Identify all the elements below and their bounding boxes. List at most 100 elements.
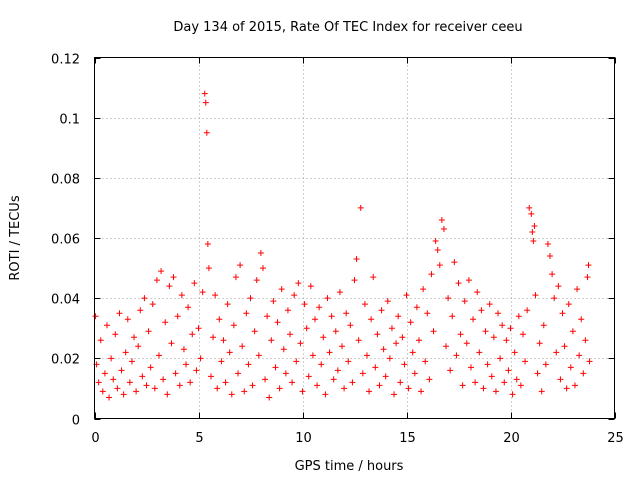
data-point [551, 295, 558, 302]
data-point [526, 204, 533, 211]
x-tick-label: 5 [195, 431, 203, 446]
data-point [106, 394, 113, 401]
data-point [110, 376, 117, 383]
data-point [467, 364, 474, 371]
data-point [397, 379, 404, 386]
data-point [133, 388, 140, 395]
data-point [426, 376, 433, 383]
data-point [108, 355, 115, 362]
data-point [284, 307, 291, 314]
data-point [415, 337, 422, 344]
data-point [280, 346, 287, 353]
data-point [328, 313, 335, 320]
data-point [393, 340, 400, 347]
data-point [490, 334, 497, 341]
data-point [212, 292, 219, 299]
data-point [528, 210, 535, 217]
data-point [326, 349, 333, 356]
data-point [255, 352, 262, 359]
data-point [532, 292, 539, 299]
data-point [336, 289, 343, 296]
data-point [145, 328, 152, 335]
data-point [513, 376, 520, 383]
data-point [503, 337, 510, 344]
data-point [567, 364, 574, 371]
data-point [341, 385, 348, 392]
data-point [585, 262, 592, 269]
data-point [451, 259, 458, 266]
data-point [205, 265, 212, 272]
data-point [174, 313, 181, 320]
data-point [101, 370, 108, 377]
data-point [118, 367, 125, 374]
data-point [411, 370, 418, 377]
data-point [207, 373, 214, 380]
data-point [95, 379, 102, 386]
data-point [297, 340, 304, 347]
data-point [499, 322, 506, 329]
data-point [228, 391, 235, 398]
data-point [314, 382, 321, 389]
data-point [172, 370, 179, 377]
data-point [92, 313, 99, 320]
data-point [116, 310, 123, 317]
data-point [99, 388, 106, 395]
data-point [124, 316, 131, 323]
data-point [226, 349, 233, 356]
data-point [164, 391, 171, 398]
data-point [378, 307, 385, 314]
data-point [531, 222, 538, 229]
data-point [580, 370, 587, 377]
data-point [245, 361, 252, 368]
chart-title: Day 134 of 2015, Rate Of TEC Index for r… [173, 20, 522, 35]
data-point [438, 216, 445, 223]
data-point [199, 289, 206, 296]
data-point [155, 352, 162, 359]
x-tick-label: 10 [295, 431, 312, 446]
x-tick-label: 25 [607, 431, 624, 446]
data-point [576, 352, 583, 359]
data-point [571, 382, 578, 389]
data-point [430, 328, 437, 335]
axis-ticks [94, 57, 616, 420]
data-point [482, 328, 489, 335]
data-point [232, 274, 239, 281]
data-point [540, 322, 547, 329]
data-point [370, 274, 377, 281]
data-point [386, 355, 393, 362]
data-point [578, 316, 585, 323]
data-point [276, 385, 283, 392]
data-point [299, 388, 306, 395]
data-point [201, 90, 208, 97]
data-point [424, 310, 431, 317]
data-point [522, 358, 529, 365]
data-point [114, 385, 121, 392]
data-point [355, 337, 362, 344]
data-point [366, 388, 373, 395]
data-point [303, 325, 310, 332]
x-tick-label: 0 [91, 431, 99, 446]
y-tick-label: 0.06 [51, 233, 80, 248]
data-point [505, 367, 512, 374]
data-point [349, 379, 356, 386]
data-point [561, 343, 568, 350]
data-point [574, 286, 581, 293]
data-point [353, 256, 360, 263]
data-point [524, 307, 531, 314]
data-point [461, 298, 468, 305]
data-point [407, 319, 414, 326]
data-point [251, 328, 258, 335]
data-point [359, 370, 366, 377]
data-point [517, 382, 524, 389]
data-point [287, 331, 294, 338]
data-point [343, 310, 350, 317]
data-point [257, 250, 264, 257]
data-point [241, 388, 248, 395]
y-axis-label: ROTI / TECUs [8, 195, 23, 280]
data-point [530, 238, 537, 245]
data-point [239, 343, 246, 350]
data-point [420, 286, 427, 293]
data-point [476, 349, 483, 356]
data-point [368, 316, 375, 323]
data-point [153, 277, 160, 284]
